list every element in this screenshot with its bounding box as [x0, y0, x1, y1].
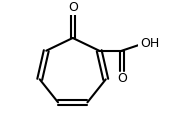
Text: O: O: [68, 1, 78, 14]
Text: O: O: [117, 72, 127, 85]
Text: OH: OH: [140, 37, 159, 50]
